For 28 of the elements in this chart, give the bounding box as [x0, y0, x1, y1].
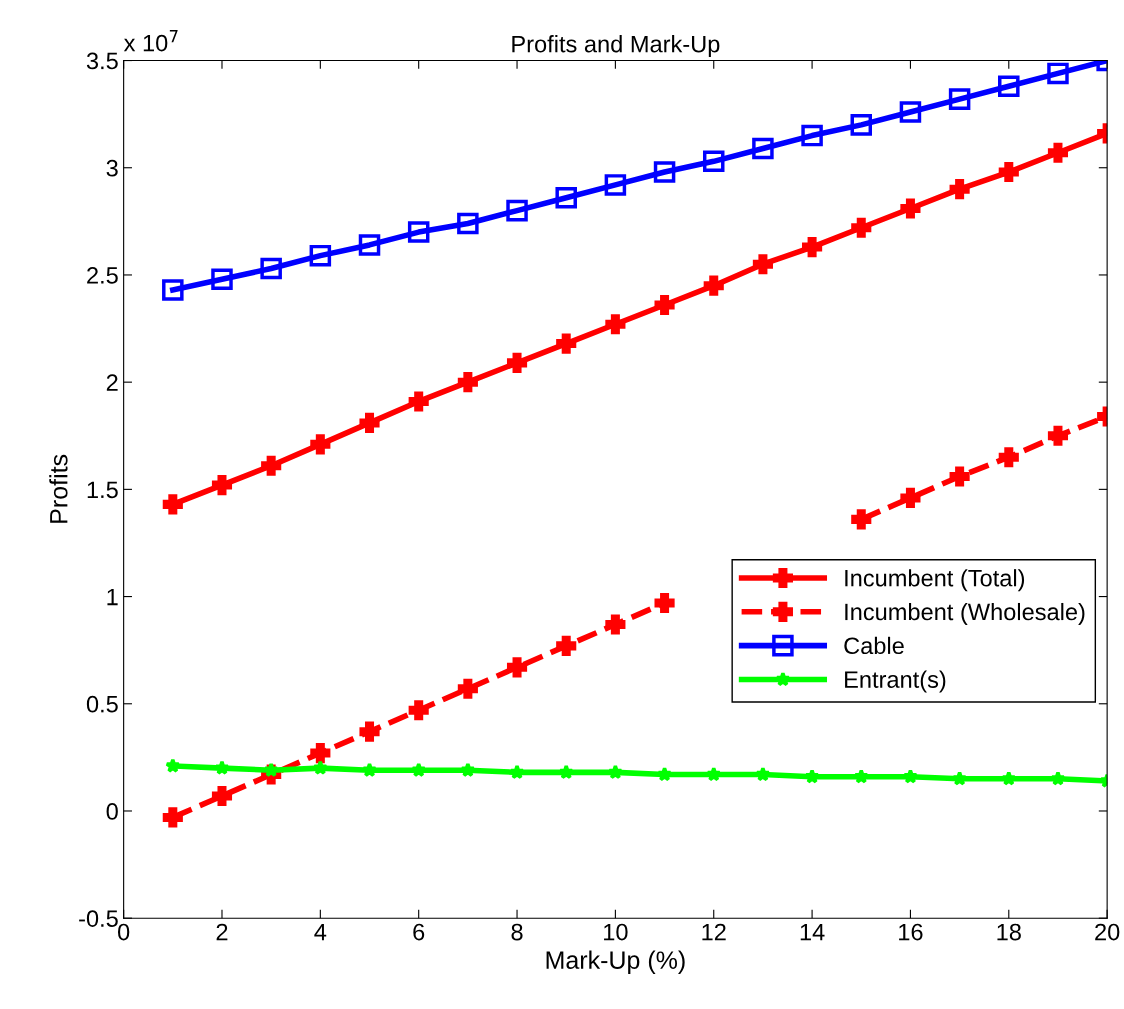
text: x 10$^{7}$ — [123, 30, 178, 52]
legend-label: Cable — [844, 636, 904, 655]
y-tick-label: 2.5 — [87, 267, 118, 284]
y-tick-label: 0.5 — [86, 695, 118, 713]
x-tick-label: 14 — [800, 923, 825, 941]
legend-label: Entrant(s) — [845, 670, 946, 693]
y-tick-label: -0.5 — [79, 910, 118, 927]
x-axis-title: Mark-Up (%) — [546, 950, 685, 974]
x-tick-label: 16 — [899, 923, 923, 941]
y-axis-title: Profits — [49, 454, 68, 523]
x-tick-label: 2 — [216, 923, 228, 941]
y-tick-label: 2 — [106, 374, 118, 391]
y-tick-label: 0 — [106, 803, 118, 820]
x-tick-label: 0 — [118, 923, 130, 941]
y-tick-label: 3 — [106, 159, 118, 177]
legend-label: Incumbent (Wholesale) — [845, 602, 1085, 625]
legend-label: Incumbent (Total) — [845, 569, 1025, 592]
x-tick-label: 4 — [314, 923, 327, 941]
x-tick-label: 10 — [604, 923, 628, 941]
chart-title: Profits and Mark-Up — [512, 35, 720, 58]
y-tick-label: 3.5 — [86, 52, 118, 70]
x-tick-label: 18 — [997, 923, 1021, 941]
x-tick-label: 6 — [413, 923, 425, 941]
y-tick-label: 1.5 — [87, 481, 118, 499]
x-tick-label: 20 — [1095, 923, 1120, 941]
x-tick-label: 12 — [702, 923, 726, 941]
y-tick-label: 1 — [107, 588, 118, 606]
x-tick-label: 8 — [511, 923, 523, 941]
